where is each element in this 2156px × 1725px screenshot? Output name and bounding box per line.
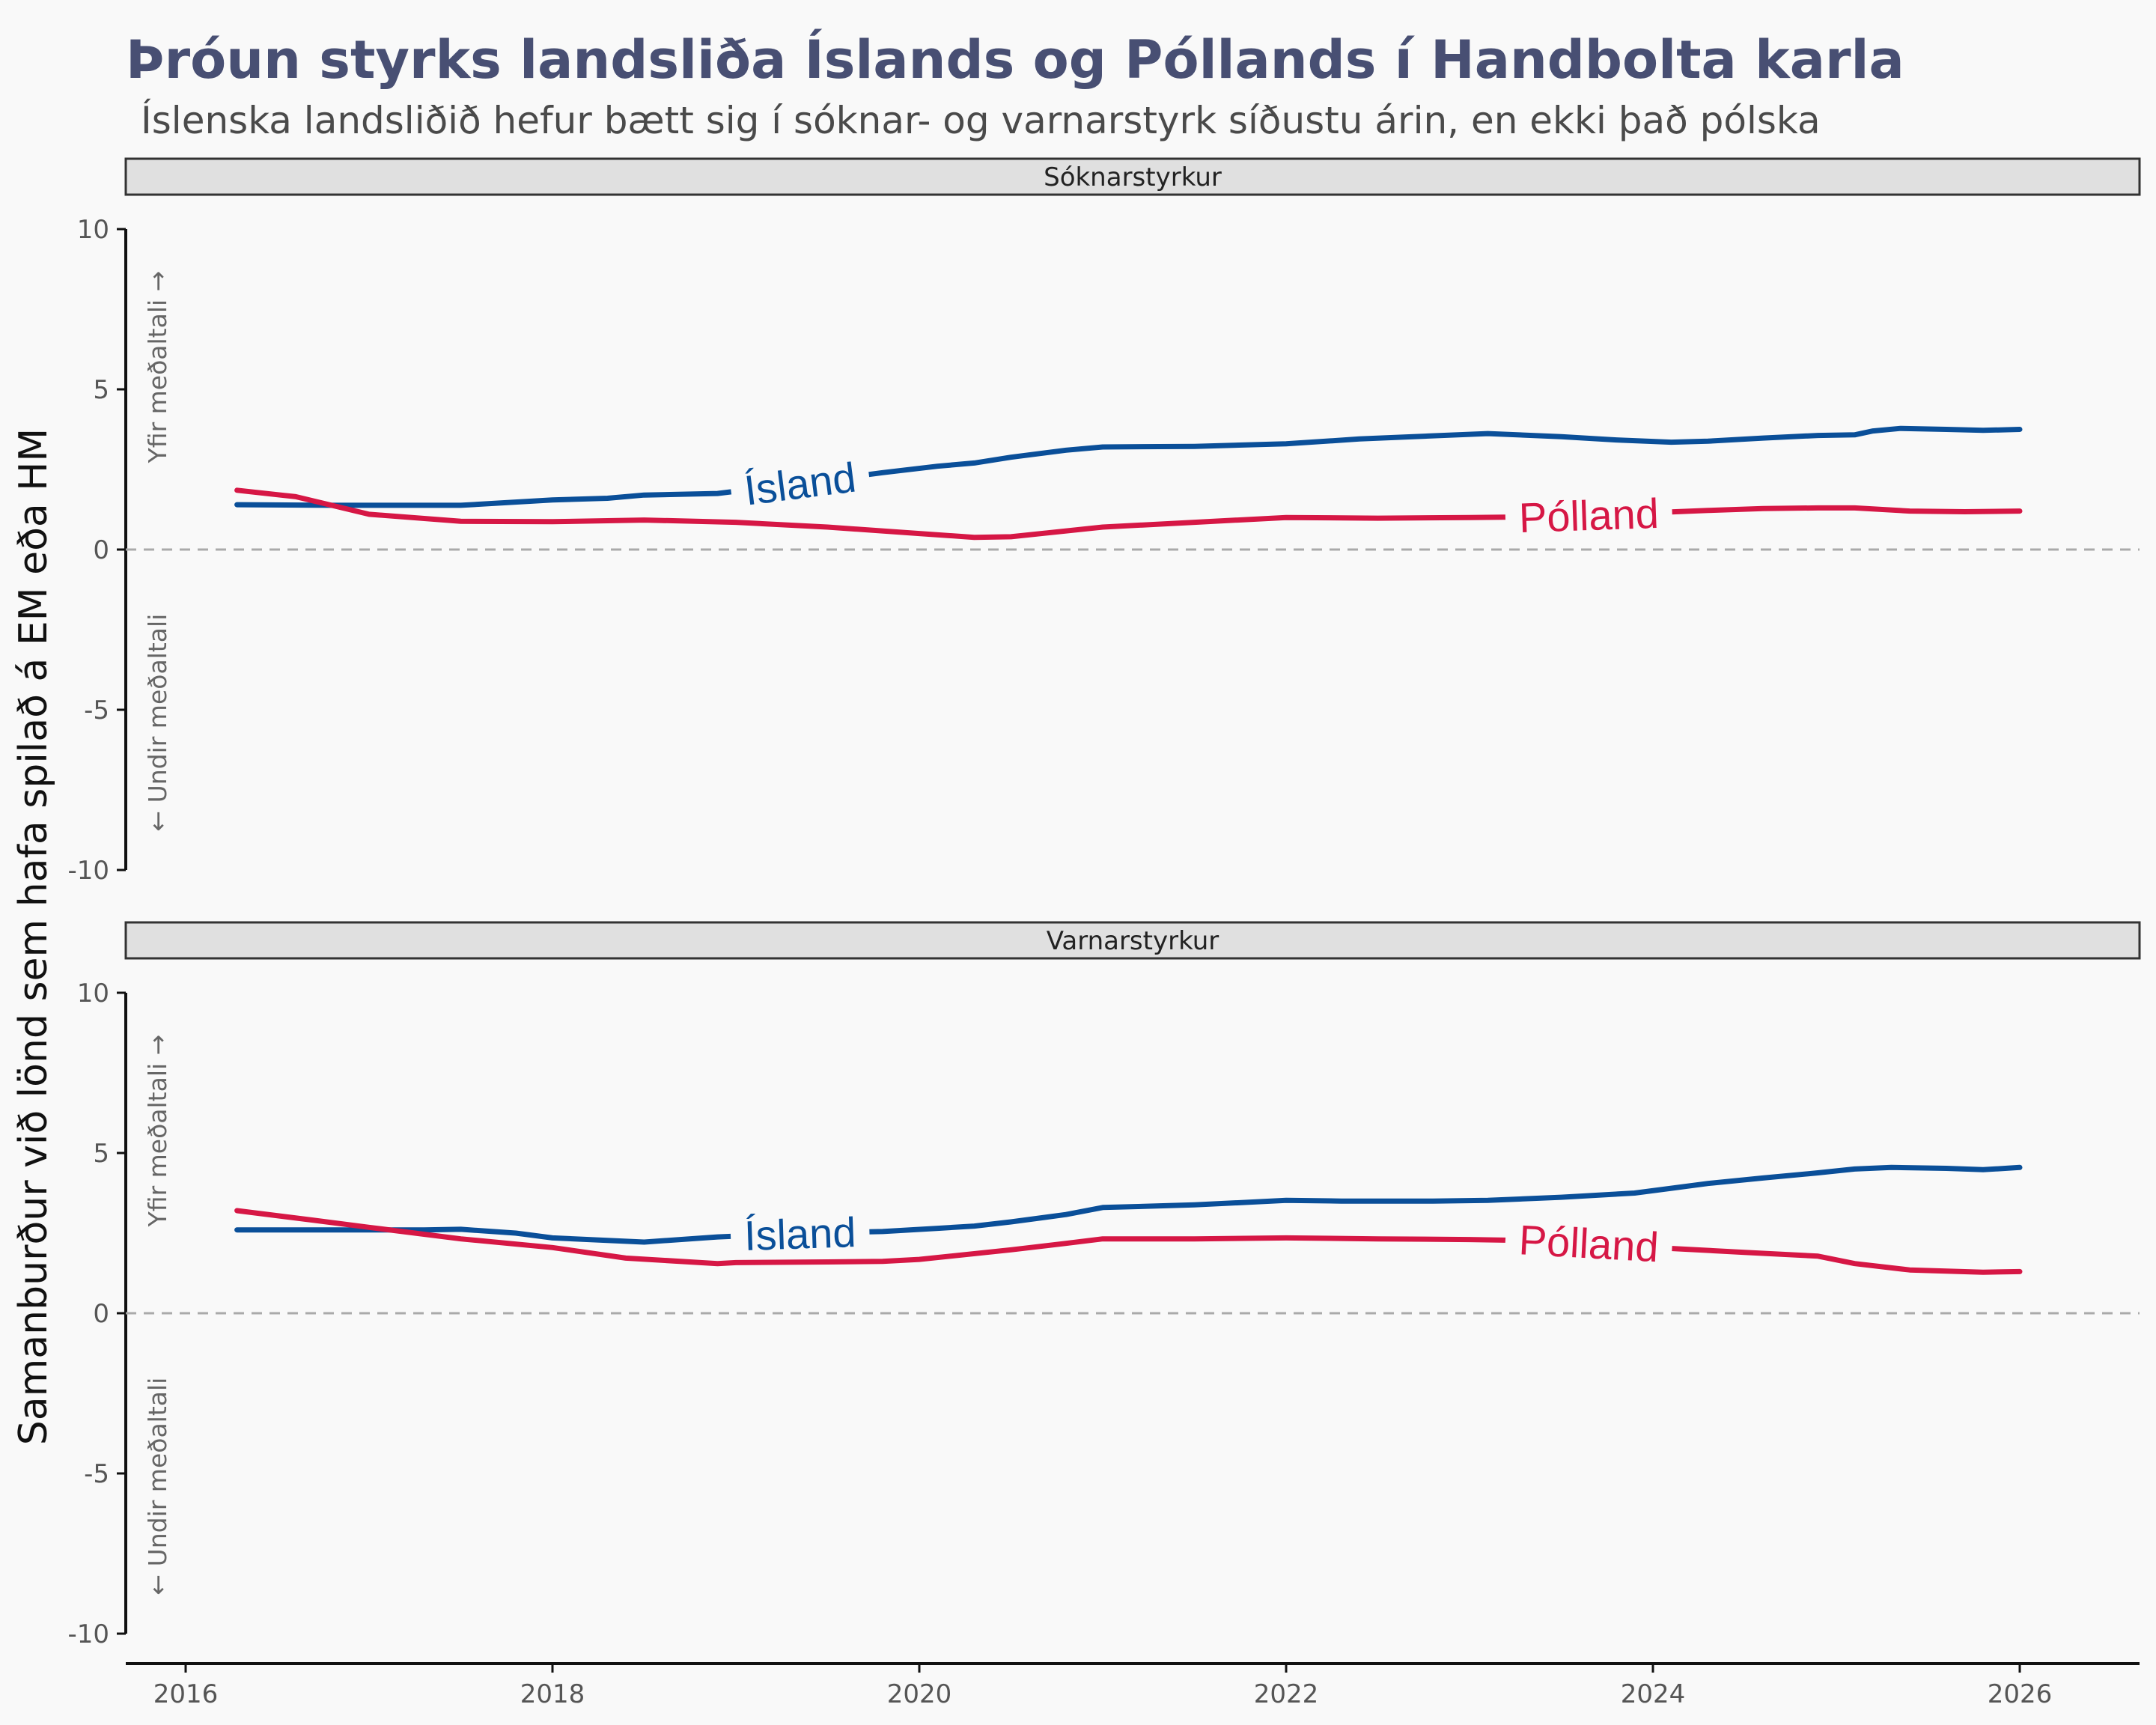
series-label: Ísland [743,1208,856,1259]
series-label: Ísland [742,454,859,514]
chart-title: Þróun styrks landsliða Íslands og Póllan… [126,29,1904,91]
y-tick-label: 0 [93,535,109,565]
series-label-group: Pólland [1504,487,1673,544]
facet-panels: Sóknarstyrkur 10 5 0 -5 -10 Yfir meðaltali → ← … [67,157,2141,1649]
below-average-label: ← Undir meðaltali [143,1378,172,1595]
x-tick-label: 2022 [1254,1679,1319,1709]
series-label-knockout [1504,1213,1674,1274]
panel-1: Varnarstyrkur 10 5 0 -5 -10 Yfir meðaltali → ← … [67,921,2141,1649]
series-label: Pólland [1517,1216,1660,1271]
series-line [234,1208,2023,1275]
above-average-label: Yfir meðaltali → [143,271,172,464]
y-tick-label: -5 [84,1459,109,1489]
x-tick-label: 2020 [887,1679,952,1709]
series-label-knockout [729,1205,871,1262]
x-tick-label: 2026 [1988,1679,2053,1709]
facet-strip-label: Sóknarstyrkur [1044,162,1222,192]
series-label-group: Pólland [1504,1213,1674,1274]
x-tick-label: 2018 [520,1679,585,1709]
y-tick-label: 5 [93,375,109,405]
series-Pólland: Pólland [234,1208,2023,1275]
y-tick-label: -10 [67,856,109,886]
x-tick-label: 2016 [153,1679,219,1709]
y-axis-title: Samanburður við lönd sem hafa spilað á E… [11,428,56,1446]
chart-subtitle: Íslenska landsliðið hefur bætt sig í sók… [141,98,1821,142]
series-label-knockout [728,449,872,517]
y-tick-label: -5 [84,696,109,725]
series-line [234,487,2023,541]
above-average-label: Yfir meðaltali → [143,1035,172,1228]
facet-strip-label: Varnarstyrkur [1047,926,1219,956]
below-average-label: ← Undir meðaltali [143,614,172,832]
series-Ísland: Ísland [234,425,2023,517]
y-tick-label: -10 [67,1619,109,1649]
y-tick-label: 0 [93,1299,109,1329]
x-tick-label: 2024 [1621,1679,1686,1709]
series-label-knockout [1504,487,1673,544]
y-tick-label: 5 [93,1139,109,1169]
x-axis: 2016 2018 2020 2022 2024 2026 [126,1662,2140,1709]
series-line [234,1164,2023,1245]
panel-0: Sóknarstyrkur 10 5 0 -5 -10 Yfir meðaltali → ← … [67,157,2141,886]
series-label-group: Ísland [728,449,872,517]
series-line [234,425,2023,508]
series-label: Pólland [1518,490,1660,541]
y-tick-label: 10 [77,215,109,245]
facet-strip [124,921,2141,960]
series-Pólland: Pólland [234,487,2023,544]
facet-strip [124,157,2141,196]
y-tick-label: 10 [77,979,109,1008]
series-Ísland: Ísland [234,1164,2023,1262]
series-label-group: Ísland [729,1205,871,1262]
